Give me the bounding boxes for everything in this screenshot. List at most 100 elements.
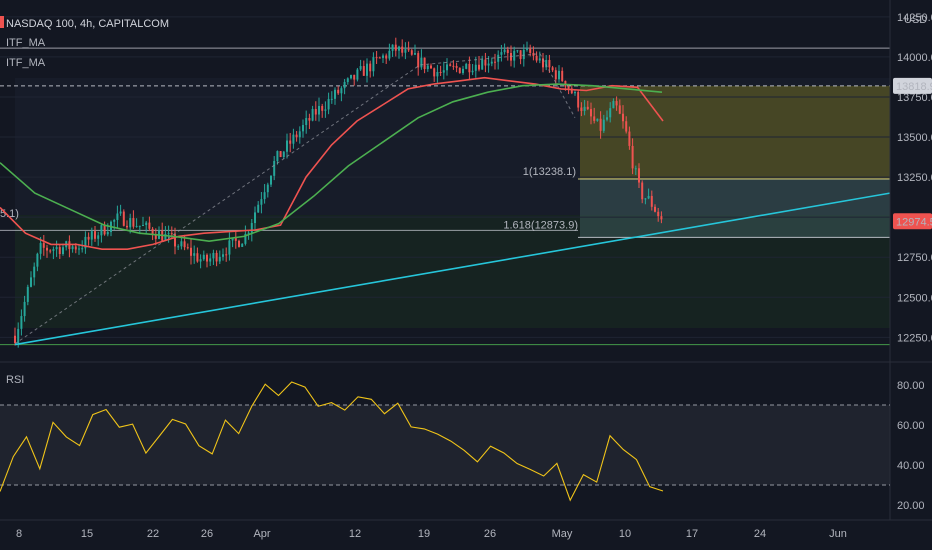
candle-body: [468, 63, 471, 73]
candle-body: [286, 140, 288, 152]
candle-body: [478, 64, 480, 70]
candle-body: [446, 64, 448, 71]
series-line-rsi: [0, 381, 664, 502]
indicator-label-2: ITF_MA: [6, 57, 46, 69]
candle-body: [558, 70, 560, 80]
candle-body: [84, 236, 87, 249]
candle-body: [430, 65, 432, 69]
candle-body: [94, 231, 96, 239]
candle-body: [142, 225, 144, 227]
projection-line: [539, 53, 576, 119]
candle-body: [570, 88, 573, 94]
candle-body: [305, 118, 308, 126]
candle-body: [516, 50, 519, 52]
candle-body: [622, 113, 624, 122]
rsi-tick-label: 40.00: [897, 460, 925, 472]
candle-body: [474, 64, 477, 71]
candle-body: [324, 109, 327, 111]
candle-body: [103, 225, 106, 235]
x-tick-label: 22: [147, 528, 159, 540]
candle-body: [590, 109, 592, 117]
series-line-itf-ma-green: [0, 83, 663, 243]
candle-body: [116, 213, 119, 221]
x-tick-label: 8: [16, 528, 22, 540]
candle-body: [404, 49, 407, 53]
candle-body: [78, 248, 80, 250]
candle-body: [167, 233, 170, 235]
candle-body: [340, 88, 343, 94]
candle-body: [577, 92, 580, 108]
candle-body: [318, 105, 320, 115]
candle-body: [174, 234, 176, 247]
rsi-tick-label: 80.00: [897, 380, 925, 392]
last-price-badge: [893, 213, 932, 230]
candle-body: [180, 241, 183, 247]
candle-body: [602, 119, 605, 131]
candle-body: [74, 246, 77, 250]
candle-body: [254, 212, 256, 224]
candle-body: [526, 48, 528, 50]
candle-body: [506, 49, 509, 53]
candle-body: [500, 52, 503, 55]
candle-body: [276, 151, 279, 161]
candle-body: [135, 226, 138, 228]
candle-body: [657, 211, 660, 217]
candle-body: [183, 241, 186, 248]
candle-body: [628, 131, 631, 146]
candle-body: [273, 160, 276, 176]
candle-body: [202, 254, 205, 260]
candle-body: [26, 286, 29, 302]
candle-body: [298, 131, 301, 138]
candle-body: [596, 118, 599, 121]
candle-body: [551, 67, 554, 71]
candle-body: [263, 192, 266, 200]
candle-body: [289, 140, 292, 144]
candle-body: [532, 52, 535, 56]
last-price-label: 12974.5: [896, 216, 932, 228]
chart-title: NASDAQ 100, 4h, CAPITALCOM: [6, 18, 169, 30]
candle-body: [458, 67, 461, 74]
candle-body: [641, 182, 644, 200]
candle-body: [554, 70, 557, 80]
y-tick-label: 14000.0: [897, 52, 932, 64]
candle-body: [145, 222, 148, 226]
y-tick-label: 12250.0: [897, 332, 932, 344]
candle-body: [426, 65, 429, 70]
candle-body: [362, 66, 365, 76]
y-tick-label: 14250.0: [897, 12, 932, 24]
candle-body: [346, 78, 349, 82]
candle-body: [654, 206, 656, 212]
candle-body: [593, 116, 596, 121]
candle-body: [311, 109, 314, 121]
y-tick-label: 12750.0: [897, 252, 932, 264]
candle-body: [388, 50, 391, 59]
candle-body: [58, 247, 61, 254]
candle-body: [494, 61, 496, 63]
x-tick-label: Jun: [829, 528, 847, 540]
candle-body: [170, 233, 173, 235]
candle-body: [20, 316, 23, 329]
candle-body: [321, 105, 324, 111]
candle-body: [302, 125, 304, 132]
candle-body: [369, 63, 372, 72]
candle-body: [113, 220, 116, 222]
candle-body: [81, 248, 84, 250]
candle-body: [462, 68, 464, 74]
x-tick-label: 10: [619, 528, 631, 540]
candle-body: [279, 151, 282, 158]
candle-body: [97, 235, 100, 239]
candle-body: [209, 258, 212, 262]
candle-body: [196, 253, 199, 262]
candle-body: [574, 92, 576, 94]
candle-body: [410, 50, 413, 55]
candle-body: [244, 233, 247, 244]
candle-body: [225, 254, 228, 256]
candle-body: [222, 254, 224, 257]
candle-body: [126, 225, 128, 228]
candle-body: [138, 225, 141, 227]
candle-body: [535, 55, 538, 61]
candle-body: [218, 256, 221, 262]
symbol-marker: [0, 16, 4, 28]
candle-body: [330, 98, 333, 100]
